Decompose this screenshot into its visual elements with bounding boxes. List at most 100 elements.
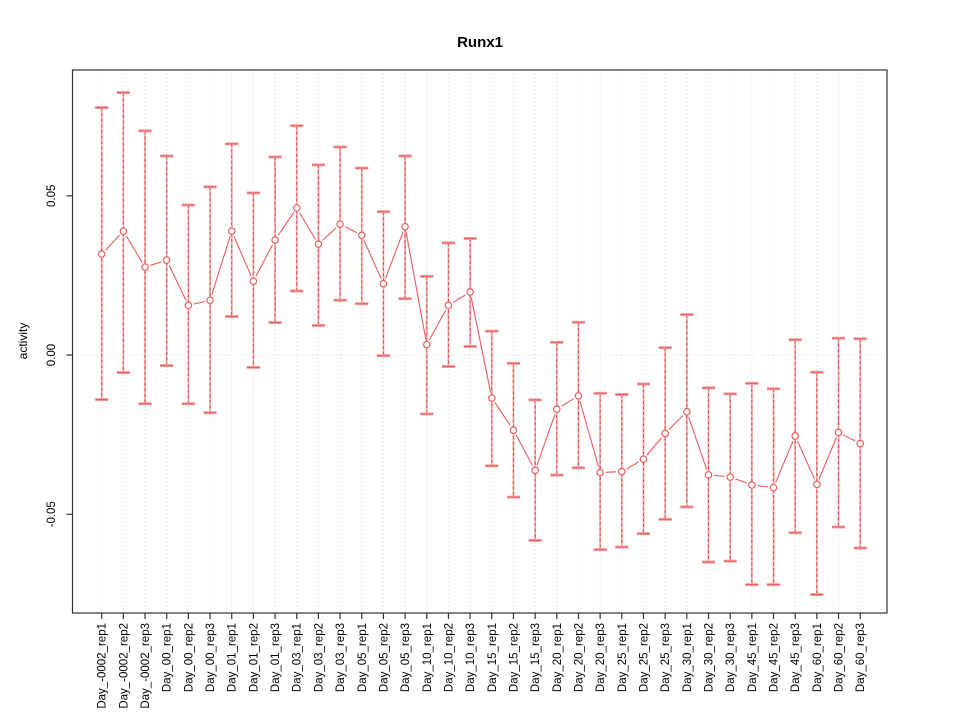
x-tick-label: Day_25_rep2 — [638, 623, 650, 692]
x-tick-label: Day_45_rep2 — [769, 623, 781, 692]
data-point — [314, 240, 323, 249]
line-segment — [277, 212, 295, 236]
data-point — [791, 432, 799, 440]
line-segment — [363, 240, 382, 279]
line-segment — [688, 416, 708, 470]
series-line — [105, 212, 856, 488]
data-point — [552, 405, 561, 413]
x-tick-label: Day_10_rep2 — [443, 623, 455, 692]
x-tick-label: Day_15_rep1 — [487, 623, 499, 692]
data-point — [813, 480, 821, 489]
line-segment — [452, 294, 466, 303]
x-tick-label: Day_05_rep3 — [400, 623, 412, 692]
x-tick-label: Day_05_rep2 — [378, 623, 390, 692]
x-tick-label: Day_60_rep1 — [812, 623, 824, 692]
x-tick-label: Day_03_rep2 — [313, 623, 325, 692]
data-point — [683, 407, 691, 416]
y-axis: 0.05 0.00 -0.05 — [46, 185, 73, 527]
data-point — [379, 279, 388, 288]
data-point — [487, 394, 496, 402]
data-point — [704, 470, 713, 479]
data-point — [726, 473, 734, 481]
x-tick-label: Day_15_rep3 — [530, 623, 542, 692]
line-segment — [322, 227, 337, 241]
x-tick-label: Day_01_rep3 — [270, 623, 282, 692]
x-tick-label: Day_03_rep1 — [292, 623, 304, 692]
x-tick-label: Day_-0002_rep3 — [140, 623, 152, 709]
line-segment — [536, 414, 556, 466]
line-segment — [470, 297, 492, 393]
line-segment — [428, 309, 447, 340]
x-tick-label: Day_-0002_rep2 — [118, 623, 130, 709]
x-tick-label: Day_20_rep3 — [595, 623, 607, 692]
x-tick-label: Day_10_rep3 — [465, 623, 477, 692]
line-segment — [626, 461, 639, 470]
line-segment — [843, 434, 856, 442]
line-segment — [405, 231, 427, 340]
x-tick-label: Day_30_rep1 — [682, 623, 694, 692]
line-segment — [168, 264, 187, 301]
data-point — [834, 428, 843, 437]
x-axis: Day_-0002_rep1 Day_-0002_rep2 Day_-0002_re… — [97, 613, 867, 709]
line-segment — [150, 261, 162, 266]
data-point — [271, 236, 279, 244]
data-point — [401, 222, 409, 231]
line-segment — [561, 398, 575, 407]
line-segment — [125, 235, 143, 263]
x-tick-label: Day_30_rep2 — [704, 623, 716, 692]
line-segment — [668, 415, 684, 430]
line-segment — [713, 474, 725, 477]
data-point — [596, 468, 604, 477]
line-segment — [515, 434, 533, 466]
x-tick-label: Day_00_rep2 — [183, 623, 195, 692]
data-point — [162, 256, 171, 264]
y-tick-label: 0.00 — [46, 344, 58, 366]
data-point — [141, 263, 149, 271]
x-tick-label: Day_15_rep2 — [508, 623, 520, 692]
data-point — [119, 227, 128, 235]
x-tick-label: Day_05_rep1 — [357, 623, 369, 692]
x-tick-label: Day_10_rep1 — [422, 623, 434, 692]
line-segment — [757, 485, 769, 488]
data-point — [422, 340, 431, 349]
data-point — [249, 277, 258, 285]
data-point — [292, 204, 301, 212]
x-tick-label: Day_30_rep3 — [725, 623, 737, 692]
line-segment — [735, 478, 747, 484]
chart-title: Runx1 — [457, 34, 503, 51]
y-axis-label: activity — [16, 323, 30, 360]
data-point — [748, 481, 756, 489]
x-tick-label: Day_45_rep3 — [790, 623, 802, 692]
y-tick-label: -0.05 — [46, 501, 58, 527]
line-segment — [193, 300, 205, 305]
data-point — [444, 301, 453, 310]
line-segment — [494, 402, 511, 426]
x-tick-label: Day_01_rep2 — [248, 623, 260, 692]
line-segment — [344, 226, 358, 234]
data-point — [769, 483, 778, 492]
data-point — [509, 426, 518, 434]
x-tick-label: Day_20_rep2 — [573, 623, 585, 692]
line-segment — [255, 244, 273, 277]
x-tick-label: Day_25_rep3 — [660, 623, 672, 692]
line-segment — [579, 400, 600, 468]
x-tick-label: Day_03_rep3 — [335, 623, 347, 692]
x-tick-label: Day_60_rep3 — [855, 623, 867, 692]
data-point — [574, 391, 583, 400]
data-point — [97, 250, 106, 258]
data-point — [184, 301, 193, 310]
line-segment — [211, 236, 231, 296]
data-point — [466, 288, 474, 296]
data-point — [336, 220, 344, 228]
x-tick-label: Day_25_rep1 — [617, 623, 629, 692]
line-segment — [105, 234, 120, 251]
line-segment — [775, 440, 794, 483]
x-tick-label: Day_-0002_rep1 — [97, 623, 109, 709]
x-tick-label: Day_20_rep1 — [552, 623, 564, 692]
data-point — [531, 466, 539, 475]
y-tick-label: 0.05 — [46, 185, 58, 207]
x-tick-label: Day_00_rep3 — [205, 623, 217, 692]
data-point — [661, 429, 669, 438]
